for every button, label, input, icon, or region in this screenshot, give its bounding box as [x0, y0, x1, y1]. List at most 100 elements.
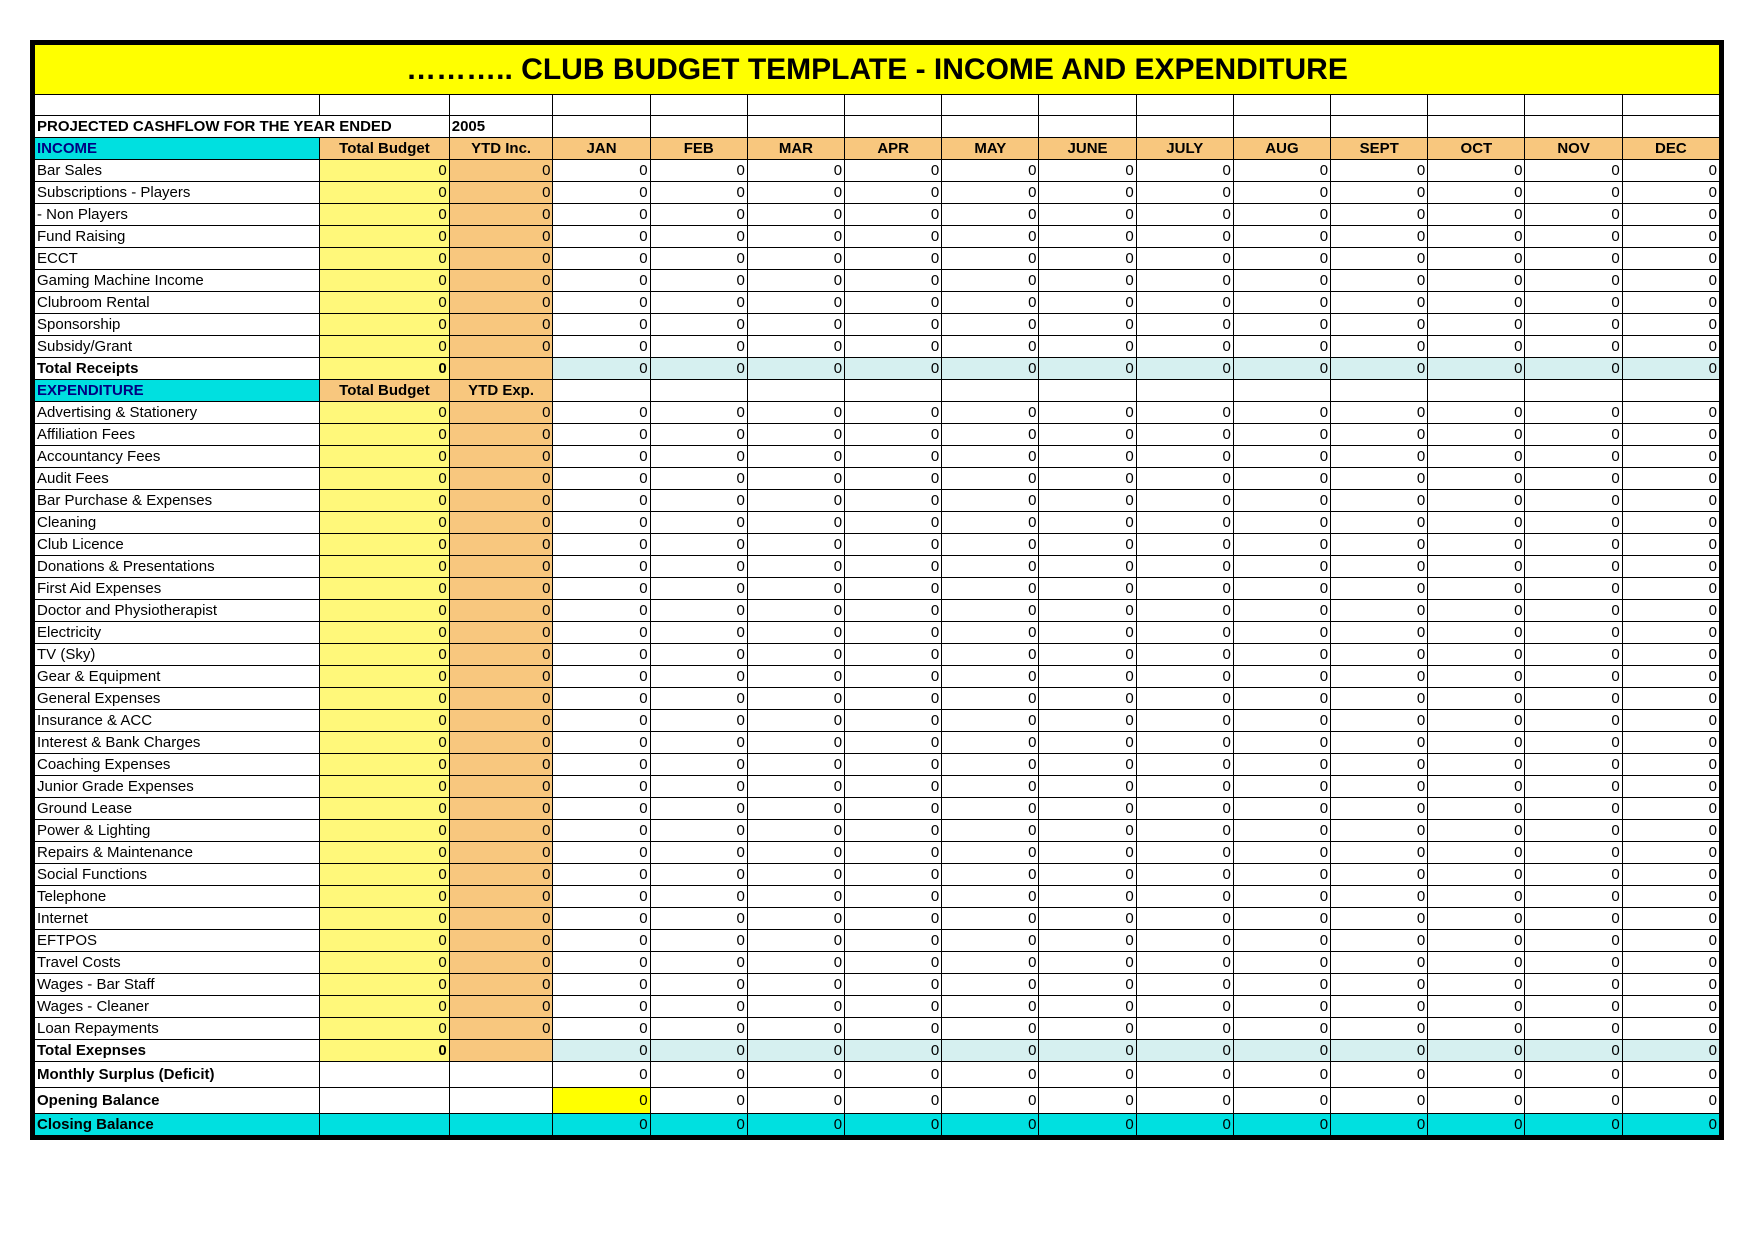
cell-month[interactable]: 0	[845, 952, 942, 974]
cell-ytd[interactable]	[449, 1040, 553, 1062]
cell-month[interactable]: 0	[1525, 314, 1622, 336]
cell-month[interactable]: 0	[1233, 622, 1330, 644]
cell-total-budget[interactable]: 0	[320, 754, 450, 776]
col-ytd-exp[interactable]: YTD Exp.	[449, 380, 553, 402]
cell-month[interactable]: 0	[1525, 1114, 1622, 1136]
cell-month[interactable]: 0	[1039, 798, 1136, 820]
row-label[interactable]: Club Licence	[35, 534, 320, 556]
cell-ytd[interactable]: 0	[449, 512, 553, 534]
cell-ytd[interactable]: 0	[449, 974, 553, 996]
cell-month[interactable]: 0	[942, 1040, 1039, 1062]
cell-month[interactable]: 0	[942, 270, 1039, 292]
cell-ytd[interactable]: 0	[449, 204, 553, 226]
cell-month[interactable]: 0	[553, 402, 650, 424]
cell-month[interactable]: 0	[1622, 556, 1719, 578]
cell-month[interactable]: 0	[1331, 336, 1428, 358]
cell-total-budget[interactable]: 0	[320, 622, 450, 644]
cell-month[interactable]: 0	[1525, 908, 1622, 930]
cell-month[interactable]: 0	[1233, 600, 1330, 622]
cell-month[interactable]: 0	[1136, 424, 1233, 446]
cell-month[interactable]: 0	[650, 996, 747, 1018]
cell-month[interactable]: 0	[1233, 710, 1330, 732]
cell-month[interactable]: 0	[942, 1062, 1039, 1088]
cell-total-budget[interactable]: 0	[320, 864, 450, 886]
cell-month[interactable]: 0	[1428, 886, 1525, 908]
cell-month[interactable]: 0	[942, 534, 1039, 556]
cell-month[interactable]: 0	[1136, 1062, 1233, 1088]
cell-month[interactable]: 0	[1428, 292, 1525, 314]
cell-month[interactable]: 0	[553, 820, 650, 842]
cell-month[interactable]: 0	[553, 622, 650, 644]
cell-month[interactable]: 0	[1622, 820, 1719, 842]
cell-month[interactable]: 0	[1525, 1018, 1622, 1040]
cell-month[interactable]: 0	[845, 204, 942, 226]
cell-month[interactable]: 0	[1622, 248, 1719, 270]
cell-month[interactable]: 0	[650, 798, 747, 820]
row-label[interactable]: Bar Purchase & Expenses	[35, 490, 320, 512]
cell-month[interactable]: 0	[1331, 974, 1428, 996]
cell-month[interactable]: 0	[1622, 666, 1719, 688]
cell-month[interactable]: 0	[1428, 864, 1525, 886]
cell-month[interactable]: 0	[1525, 468, 1622, 490]
cell-month[interactable]: 0	[650, 1018, 747, 1040]
cell-month[interactable]: 0	[1622, 952, 1719, 974]
cell-total-budget[interactable]: 0	[320, 314, 450, 336]
cell-month[interactable]: 0	[845, 1088, 942, 1114]
cell-month[interactable]: 0	[1525, 776, 1622, 798]
cell-month[interactable]: 0	[1331, 1062, 1428, 1088]
cell-month[interactable]: 0	[553, 644, 650, 666]
cell-month[interactable]: 0	[1233, 1062, 1330, 1088]
cell-month[interactable]: 0	[1331, 842, 1428, 864]
row-label[interactable]: Wages - Cleaner	[35, 996, 320, 1018]
col-month-3[interactable]: APR	[845, 138, 942, 160]
cell-month[interactable]: 0	[553, 798, 650, 820]
cell-month[interactable]: 0	[845, 974, 942, 996]
cell-ytd[interactable]: 0	[449, 292, 553, 314]
cell-month[interactable]: 0	[553, 1062, 650, 1088]
cell-month[interactable]: 0	[1622, 908, 1719, 930]
cell-month[interactable]: 0	[845, 798, 942, 820]
total-receipts-label[interactable]: Total Receipts	[35, 358, 320, 380]
cell-month[interactable]: 0	[942, 468, 1039, 490]
monthly-surplus-label[interactable]: Monthly Surplus (Deficit)	[35, 1062, 320, 1088]
cell-month[interactable]: 0	[1039, 446, 1136, 468]
cell-month[interactable]: 0	[747, 1062, 844, 1088]
cell-month[interactable]: 0	[845, 644, 942, 666]
cell-total-budget[interactable]: 0	[320, 688, 450, 710]
cell-month[interactable]: 0	[1331, 710, 1428, 732]
cell-month[interactable]: 0	[1525, 710, 1622, 732]
cell-month[interactable]: 0	[1039, 490, 1136, 512]
cell-month[interactable]: 0	[1525, 336, 1622, 358]
cell-month[interactable]: 0	[747, 864, 844, 886]
row-label[interactable]: Social Functions	[35, 864, 320, 886]
cell-month[interactable]: 0	[650, 578, 747, 600]
cell-month[interactable]: 0	[1622, 490, 1719, 512]
cell-month[interactable]: 0	[650, 512, 747, 534]
cell-total-budget[interactable]: 0	[320, 820, 450, 842]
cell-month[interactable]: 0	[1039, 204, 1136, 226]
cell-month[interactable]: 0	[1525, 248, 1622, 270]
col-month-4[interactable]: MAY	[942, 138, 1039, 160]
cell-month[interactable]: 0	[845, 820, 942, 842]
cell-month[interactable]: 0	[1136, 776, 1233, 798]
cell-month[interactable]: 0	[650, 776, 747, 798]
cell-month[interactable]: 0	[1039, 600, 1136, 622]
cell-month[interactable]: 0	[553, 204, 650, 226]
col-month-10[interactable]: NOV	[1525, 138, 1622, 160]
cell-month[interactable]: 0	[1525, 930, 1622, 952]
cell-month[interactable]: 0	[650, 402, 747, 424]
cell-month[interactable]: 0	[1233, 336, 1330, 358]
cell-month[interactable]: 0	[553, 226, 650, 248]
cell-month[interactable]: 0	[553, 534, 650, 556]
blank-cell[interactable]	[1233, 380, 1330, 402]
cell-ytd[interactable]: 0	[449, 248, 553, 270]
cell-month[interactable]: 0	[650, 600, 747, 622]
cell-ytd[interactable]: 0	[449, 820, 553, 842]
cell-total-budget[interactable]: 0	[320, 600, 450, 622]
cell-month[interactable]: 0	[845, 468, 942, 490]
cell-month[interactable]: 0	[1233, 666, 1330, 688]
cell-month[interactable]: 0	[1039, 424, 1136, 446]
cell-month[interactable]: 0	[1039, 248, 1136, 270]
cell-month[interactable]: 0	[942, 732, 1039, 754]
cell-month[interactable]: 0	[1428, 1114, 1525, 1136]
